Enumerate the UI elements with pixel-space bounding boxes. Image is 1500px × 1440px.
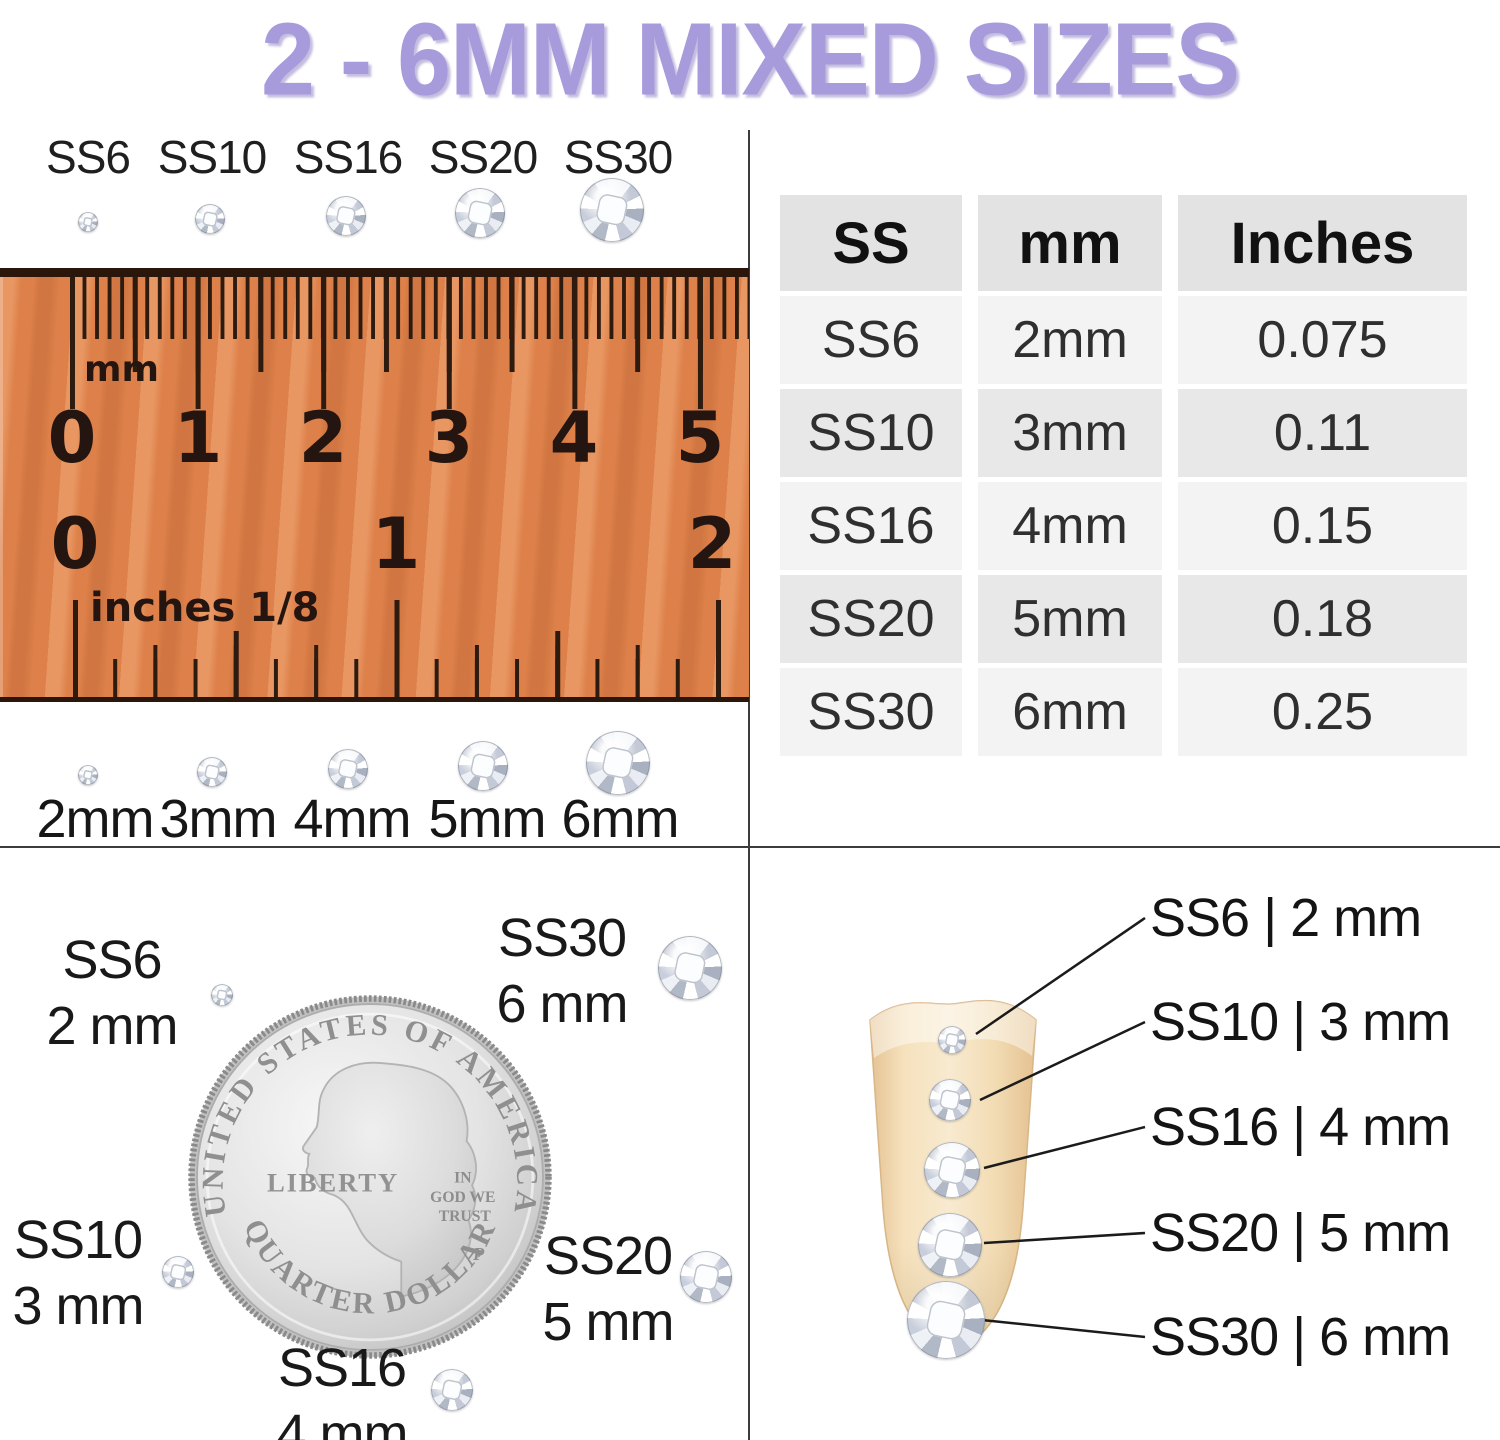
size-label-ss30: SS30 (563, 131, 674, 183)
ruler-mm-number: 3 (424, 397, 474, 479)
ruler-mm-number: 0 (47, 397, 97, 479)
rhinestone-ss30-icon (580, 178, 644, 242)
coin-motto-line: GOD WE (430, 1189, 495, 1206)
coin-callout-ss20: SS20 5 mm (542, 1224, 675, 1356)
table-cell: 0.15 (1178, 482, 1467, 570)
rhinestone-6mm-icon (586, 731, 650, 795)
size-label-ss6: SS6 (46, 131, 131, 183)
ruler-mm-number: 2 (298, 397, 348, 479)
callout-ss: SS20 (543, 1226, 673, 1286)
rhinestone-3mm-icon (197, 757, 227, 787)
callout-ss: SS6 (62, 930, 162, 990)
coin-rim (205, 1012, 535, 1342)
page-title: 2 - 6MM MIXED SIZES (260, 1, 1240, 117)
mm-label-5mm: 5mm (428, 789, 547, 849)
rhinestone-5mm-icon (458, 741, 508, 791)
rhinestone-ss6-icon (211, 984, 233, 1006)
table-cell: 3mm (978, 389, 1162, 477)
vertical-divider (748, 130, 750, 1440)
nail-callout-ss16: SS16 | 4 mm (1150, 1097, 1451, 1157)
nail-callout-ss30: SS30 | 6 mm (1150, 1307, 1451, 1367)
nail-callout-ss10: SS10 | 3 mm (1150, 992, 1451, 1052)
table-cell: 4mm (978, 482, 1162, 570)
table-cell: 2mm (978, 296, 1162, 384)
ruler-mm-number: 1 (173, 397, 223, 479)
size-conversion-table: SS mm Inches SS6 2mm 0.075 SS10 3mm 0.11… (780, 195, 1467, 756)
ruler-inch-number: 0 (50, 503, 100, 585)
rhinestone-ss10-icon (162, 1256, 194, 1288)
callout-mm: 3 mm (12, 1275, 145, 1336)
rhinestone-ss16-icon (326, 196, 366, 236)
callout-ss: SS30 (497, 908, 627, 968)
table-header-mm: mm (978, 195, 1162, 291)
ruler-inch-number: 2 (687, 503, 737, 585)
coin-motto-line: TRUST (439, 1208, 492, 1225)
coin-motto-line: IN (454, 1170, 472, 1187)
rhinestone-ss6-icon (78, 212, 98, 232)
coin-reeding (188, 995, 552, 1359)
ruler-mm-ticks (70, 277, 749, 409)
rhinestone-ss20-icon (455, 188, 505, 238)
rhinestone-ss10-icon (195, 204, 225, 234)
mm-label-2mm: 2mm (36, 789, 155, 849)
coin-callout-ss30: SS30 6 mm (496, 906, 629, 1038)
ruler-inch-ticks (73, 600, 749, 697)
rhinestone-ss10-icon (929, 1079, 971, 1121)
table-cell: SS6 (780, 296, 962, 384)
coin-callout-ss16: SS16 4 mm (276, 1336, 409, 1440)
rhinestone-ss6-icon (938, 1026, 966, 1054)
rhinestone-4mm-icon (328, 749, 368, 789)
table-cell: 6mm (978, 668, 1162, 756)
mm-label-4mm: 4mm (293, 789, 412, 849)
callout-mm: 5 mm (542, 1291, 675, 1352)
callout-ss: SS10 (13, 1210, 143, 1270)
size-label-ss10: SS10 (157, 131, 268, 183)
rhinestone-ss16-icon (431, 1369, 473, 1411)
rhinestone-ss30-icon (907, 1281, 985, 1359)
rhinestone-ss20-icon (918, 1213, 982, 1277)
table-header-ss: SS (780, 195, 962, 291)
ruler-mm-number: 5 (675, 397, 725, 479)
table-header-inches: Inches (1178, 195, 1467, 291)
rhinestone-ss16-icon (924, 1142, 980, 1198)
horizontal-divider (0, 846, 1500, 848)
callout-mm: 2 mm (46, 995, 179, 1056)
ruler: mm 0 1 2 3 4 5 0 1 2 inches 1/8 (0, 268, 749, 702)
rhinestone-ss30-icon (658, 936, 722, 1000)
quarter-coin-image: UNITED STATES OF AMERICA LIBERTY IN GOD … (188, 995, 552, 1359)
table-cell: 0.11 (1178, 389, 1467, 477)
table-cell: SS20 (780, 575, 962, 663)
table-cell: 5mm (978, 575, 1162, 663)
ruler-mm-number: 4 (549, 397, 599, 479)
rhinestone-2mm-icon (78, 765, 98, 785)
table-cell: SS10 (780, 389, 962, 477)
callout-mm: 6 mm (496, 973, 629, 1034)
coin-mint-mark: P (472, 1244, 485, 1264)
table-cell: 0.18 (1178, 575, 1467, 663)
callout-mm: 4 mm (276, 1403, 409, 1440)
svg-text:IN GOD WE TRUST: IN GOD WE TRUST (430, 1170, 499, 1226)
ruler-mm-unit-label: mm (84, 349, 160, 390)
nail-callout-ss20: SS20 | 5 mm (1150, 1203, 1451, 1263)
rhinestone-ss20-icon (680, 1251, 732, 1303)
table-cell: SS16 (780, 482, 962, 570)
size-label-ss20: SS20 (428, 131, 539, 183)
mm-label-6mm: 6mm (561, 789, 680, 849)
coin-liberty-text: LIBERTY (267, 1168, 399, 1198)
table-cell: SS30 (780, 668, 962, 756)
ruler-inch-unit-label: inches 1/8 (90, 585, 320, 631)
coin-callout-ss10: SS10 3 mm (12, 1208, 145, 1340)
washington-profile (302, 1061, 477, 1298)
coin-callout-ss6: SS6 2 mm (46, 928, 179, 1060)
callout-ss: SS16 (277, 1338, 407, 1398)
size-label-ss16: SS16 (293, 131, 404, 183)
table-cell: 0.075 (1178, 296, 1467, 384)
mm-label-3mm: 3mm (159, 789, 278, 849)
ruler-inch-number: 1 (371, 503, 421, 585)
table-cell: 0.25 (1178, 668, 1467, 756)
nail-callout-ss6: SS6 | 2 mm (1150, 888, 1422, 948)
